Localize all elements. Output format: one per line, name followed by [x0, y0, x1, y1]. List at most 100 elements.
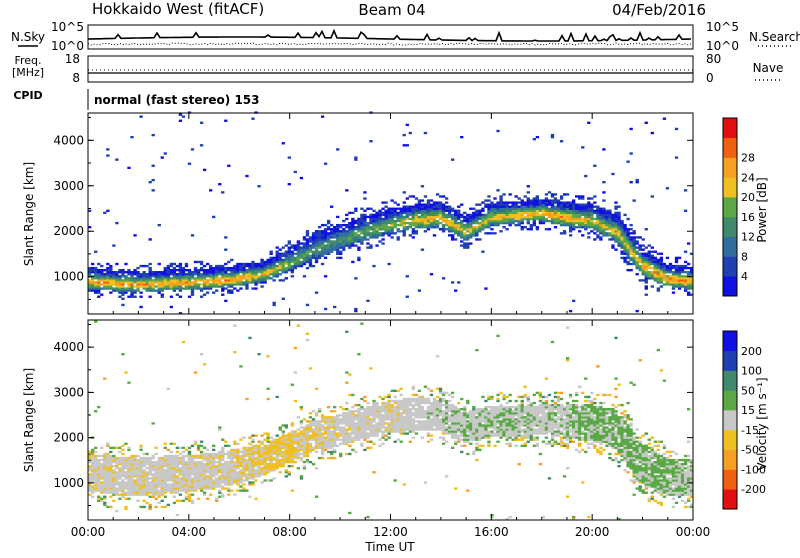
power-cell: [318, 232, 321, 234]
power-cell: [608, 226, 611, 228]
velocity-cell: [436, 406, 439, 408]
velocity-cell: [439, 437, 442, 439]
velocity-cell: [218, 467, 221, 469]
velocity-cell: [227, 465, 230, 467]
power-cell: [684, 277, 687, 279]
power-cell: [418, 206, 421, 208]
power-cell: [351, 238, 354, 240]
power-cell: [297, 265, 300, 267]
velocity-cell: [318, 439, 321, 441]
power-cell: [433, 226, 436, 228]
velocity-cell: [109, 506, 112, 508]
power-cell: [439, 218, 442, 220]
velocity-cell: [294, 371, 297, 373]
power-cell: [158, 283, 161, 285]
velocity-cell: [218, 461, 221, 463]
power-cell: [557, 199, 560, 201]
velocity-cell: [242, 473, 245, 475]
power-cell: [599, 224, 602, 226]
velocity-cell: [369, 428, 372, 430]
velocity-cell: [427, 402, 430, 404]
velocity-cell: [381, 402, 384, 404]
velocity-cell: [173, 461, 176, 463]
velocity-cell: [236, 453, 239, 455]
power-cell: [309, 259, 312, 261]
velocity-cell: [342, 422, 345, 424]
power-cell: [563, 210, 566, 212]
velocity-cell: [282, 463, 285, 465]
power-cell: [502, 208, 505, 210]
velocity-cell: [118, 475, 121, 477]
velocity-cell: [103, 453, 106, 455]
power-cell: [375, 224, 378, 226]
power-cell: [136, 281, 139, 283]
velocity-cell: [182, 485, 185, 487]
power-cell: [309, 246, 312, 248]
power-cell: [530, 218, 533, 220]
velocity-cell: [321, 426, 324, 428]
velocity-cell: [400, 416, 403, 418]
velocity-cell: [294, 457, 297, 459]
power-cell: [142, 265, 145, 267]
power-cell: [152, 287, 155, 289]
velocity-cell: [375, 430, 378, 432]
velocity-cell: [354, 416, 357, 418]
velocity-cell: [155, 498, 158, 500]
velocity-cell: [179, 463, 182, 465]
velocity-cell: [227, 457, 230, 459]
velocity-cell: [294, 451, 297, 453]
velocity-cell: [173, 487, 176, 489]
velocity-cell: [384, 426, 387, 428]
velocity-cell: [363, 449, 366, 451]
velocity-cell: [124, 371, 127, 373]
power-cell: [639, 265, 642, 267]
velocity-cell: [248, 475, 251, 477]
power-cell: [418, 201, 421, 203]
velocity-cell: [200, 469, 203, 471]
power-cell: [173, 275, 176, 277]
power-cell: [276, 257, 279, 259]
velocity-cell: [170, 479, 173, 481]
velocity-cell: [254, 459, 257, 461]
power-cell: [596, 210, 599, 212]
velocity-cell: [106, 471, 109, 473]
power-cell: [369, 216, 372, 218]
velocity-cell: [133, 459, 136, 461]
velocity-cell: [351, 449, 354, 451]
velocity-cell: [197, 455, 200, 457]
velocity-cell: [97, 469, 100, 471]
power-cell: [221, 269, 224, 271]
velocity-cell: [318, 447, 321, 449]
power-cell: [572, 206, 575, 208]
velocity-cell: [427, 420, 430, 422]
power-cell: [357, 220, 360, 222]
velocity-cell: [372, 416, 375, 418]
power-cell: [478, 212, 481, 214]
velocity-cell: [354, 414, 357, 416]
power-cell: [297, 240, 300, 242]
power-cell: [642, 259, 645, 261]
power-cell: [375, 228, 378, 230]
power-cell: [469, 228, 472, 230]
velocity-cell: [167, 388, 170, 390]
power-cell: [563, 222, 566, 224]
power-cell: [572, 220, 575, 222]
velocity-cell: [394, 428, 397, 430]
power-cell: [469, 232, 472, 234]
velocity-cell: [142, 469, 145, 471]
power-cell: [560, 206, 563, 208]
power-cell: [445, 210, 448, 212]
power-cell: [282, 298, 285, 300]
power-cell: [593, 228, 596, 230]
velocity-cell: [167, 455, 170, 457]
velocity-cell: [357, 426, 360, 428]
velocity-cell: [366, 437, 369, 439]
velocity-cell: [384, 408, 387, 410]
power-cell: [551, 222, 554, 224]
velocity-cell: [103, 469, 106, 471]
velocity-cell: [391, 410, 394, 412]
power-cell: [672, 283, 675, 285]
power-cell: [554, 218, 557, 220]
power-cell: [206, 281, 209, 283]
power-cell: [439, 228, 442, 230]
